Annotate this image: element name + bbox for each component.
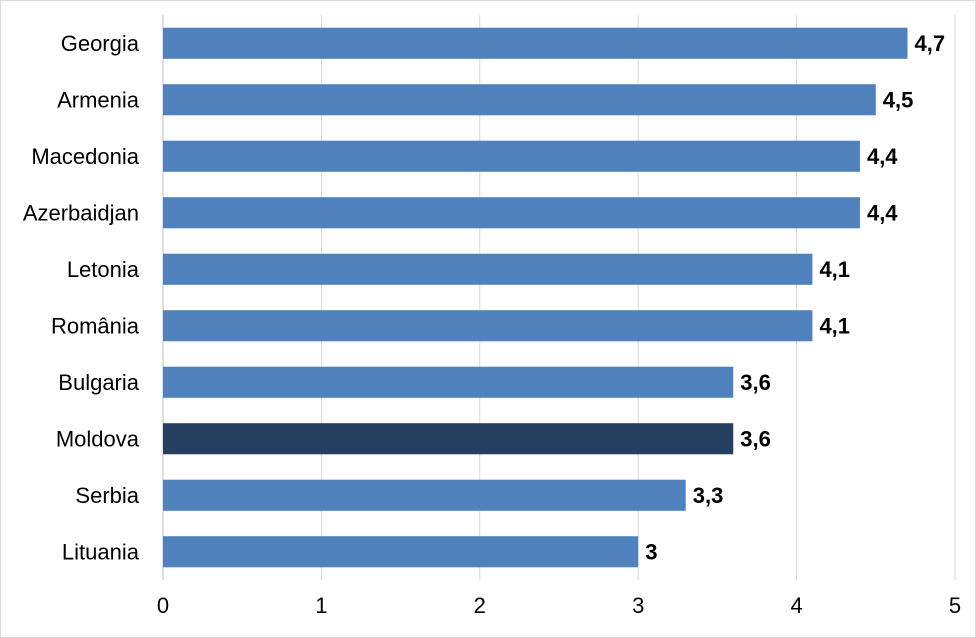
data-label: 4,4 [867,200,898,225]
category-label: Lituania [62,539,140,564]
category-label: Moldova [56,426,140,451]
bar-azerbaidjan [163,197,860,229]
data-label: 4,4 [867,144,898,169]
bar-georgia [163,27,908,59]
category-label: Georgia [61,31,140,56]
data-label: 3,6 [740,426,771,451]
data-label: 4,1 [819,257,850,282]
x-tick-label: 4 [790,593,802,618]
data-label: 3,6 [740,370,771,395]
category-label: Armenia [57,87,140,112]
bar-rom-nia [163,310,813,342]
bar-lituania [163,536,639,568]
x-tick-label: 5 [949,593,961,618]
x-tick-label: 3 [632,593,644,618]
data-label: 4,7 [914,31,945,56]
data-label: 4,1 [819,313,850,338]
bar-moldova [163,423,734,455]
category-label: Macedonia [31,144,139,169]
bar-macedonia [163,140,860,172]
data-label: 4,5 [883,87,914,112]
category-label: Bulgaria [58,370,139,395]
bar-serbia [163,479,686,511]
x-tick-label: 0 [157,593,169,618]
bar-armenia [163,84,876,116]
category-label: România [51,313,140,338]
data-label: 3,3 [693,483,724,508]
bar-bulgaria [163,366,734,398]
category-label: Azerbaidjan [23,200,139,225]
category-label: Serbia [75,483,139,508]
bar-letonia [163,253,813,285]
data-label: 3 [645,539,657,564]
x-tick-label: 1 [315,593,327,618]
category-label: Letonia [67,257,140,282]
x-tick-label: 2 [474,593,486,618]
